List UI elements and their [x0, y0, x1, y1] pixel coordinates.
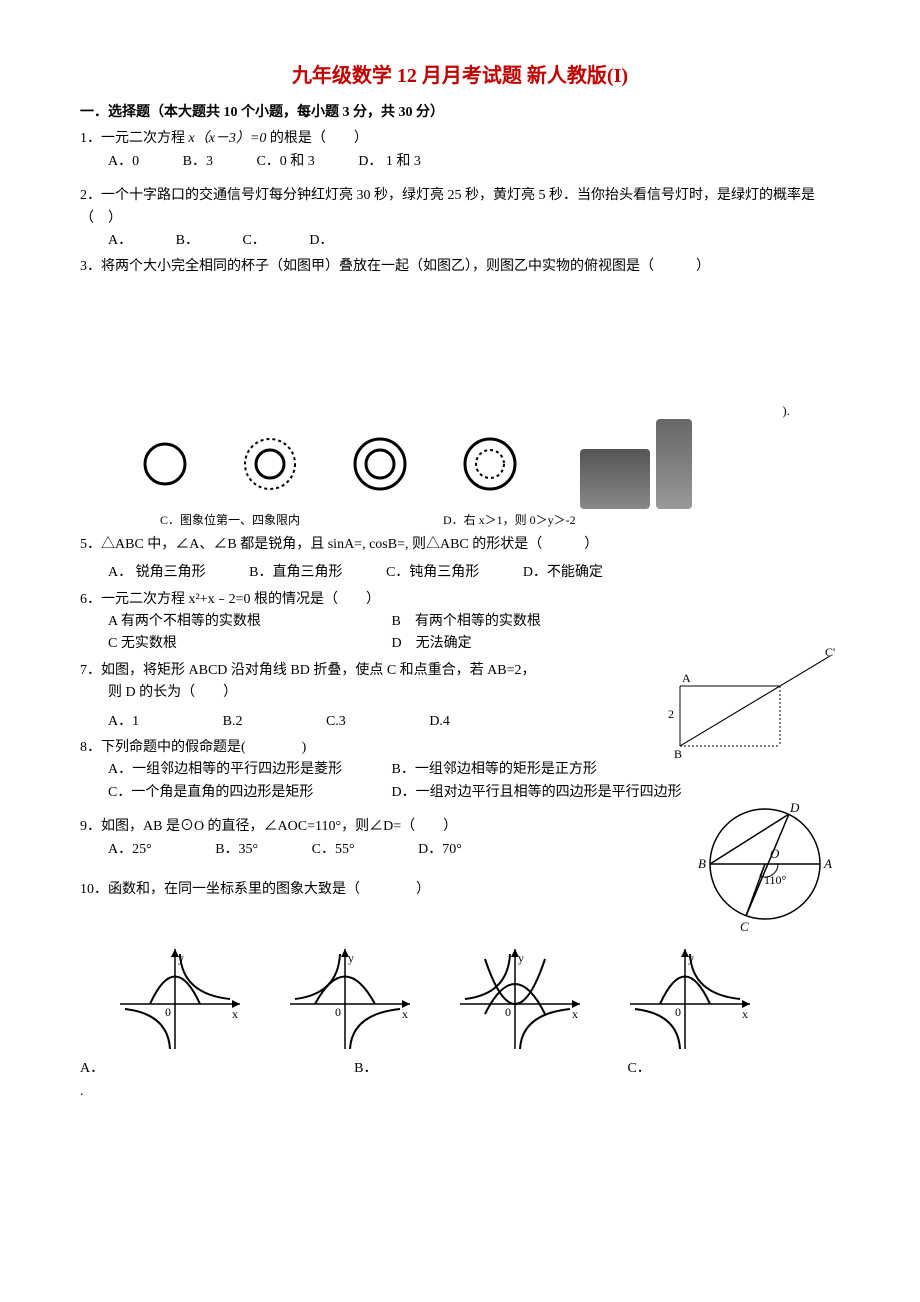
cup-photo-yi [656, 419, 692, 509]
graph-c: y x 0 [450, 944, 590, 1054]
q2-options: A． B． C． D． [80, 230, 840, 252]
q8-opt-a: A．一组邻边相等的平行四边形是菱形 [108, 759, 388, 781]
circle-option-a [140, 439, 190, 489]
circle-option-d [460, 434, 520, 494]
q1-tail: 的根是（ ） [266, 131, 368, 146]
cup-photo-jia [580, 449, 650, 509]
q1-options: A．0 B．3 C．0 和 3 D． 1 和 3 [80, 151, 840, 173]
q10-label-c: C． [627, 1058, 650, 1080]
q9-opt-b: B．35° [215, 839, 258, 861]
q5-opt-c: C．钝角三角形 [386, 562, 479, 584]
question-3: 3．将两个大小完全相同的杯子（如图甲）叠放在一起（如图乙），则图乙中实物的俯视图… [80, 256, 840, 278]
question-2: 2．一个十字路口的交通信号灯每分钟红灯亮 30 秒，绿灯亮 25 秒，黄灯亮 5… [80, 185, 840, 230]
q8-opt-c: C．一个角是直角的四边形是矩形 [108, 782, 388, 804]
circle-option-c [350, 434, 410, 494]
graph-a-y: y [178, 951, 184, 965]
graph-b-y: y [348, 951, 354, 965]
graph-c-y: y [518, 951, 524, 965]
graph-a: y x 0 [110, 944, 250, 1054]
q3-paren: ). [782, 401, 790, 422]
q7-label-a: A [682, 671, 691, 685]
q5-opt-a: A． 锐角三角形 [108, 562, 206, 584]
question-5: 5．△ABC 中，∠A、∠B 都是锐角，且 sinA=, cosB=, 则△AB… [80, 534, 840, 556]
q5-options: A． 锐角三角形 B．直角三角形 C．钝角三角形 D．不能确定 [80, 562, 840, 584]
graph-d-y: y [688, 951, 694, 965]
q9-opt-c: C．55° [312, 839, 355, 861]
q3-note-line: C．图象位第一、四象限内 D．右 x＞1，则 0＞y＞-2 [160, 511, 840, 530]
q2-opt-c: C． [242, 230, 265, 252]
q6-opt-d: D 无法确定 [392, 636, 472, 651]
q3-note-d: D．右 x＞1，则 0＞y＞-2 [443, 513, 576, 527]
q7-opt-c: C.3 [326, 711, 346, 733]
graph-b-0: 0 [335, 1005, 341, 1019]
q10-labels: A． B． C． [80, 1058, 840, 1080]
q1-opt-a: A．0 [108, 151, 139, 173]
q5-opt-d: D．不能确定 [523, 562, 603, 584]
q3-figures-row: ). [140, 419, 840, 509]
circle-option-b [240, 434, 300, 494]
exam-title: 九年级数学 12 月月考试题 新人教版(I) [80, 60, 840, 92]
graph-a-x: x [232, 1007, 238, 1021]
graph-c-0: 0 [505, 1005, 511, 1019]
graph-c-x: x [572, 1007, 578, 1021]
q3-note-c: C．图象位第一、四象限内 [160, 511, 440, 530]
q9-label-angle: 110° [764, 873, 787, 887]
graph-a-0: 0 [165, 1005, 171, 1019]
graph-d-x: x [742, 1007, 748, 1021]
cup-photos [580, 419, 692, 509]
q1-expr: x（x－3）=0 [189, 131, 267, 146]
q7-opt-b: B.2 [223, 711, 243, 733]
q9-label-o: O [770, 846, 780, 861]
q9-label-b: B [698, 856, 706, 871]
q8-opt-d: D．一组对边平行且相等的四边形是平行四边形 [392, 785, 682, 800]
q7-opt-a: A．1 [108, 711, 139, 733]
q5-opt-b: B．直角三角形 [249, 562, 342, 584]
q9-opt-d: D．70° [418, 839, 462, 861]
q7-label-b: B [674, 747, 682, 761]
section-1-header: 一．选择题（本大题共 10 个小题，每小题 3 分，共 30 分） [80, 102, 840, 124]
trailing-dot: . [80, 1081, 840, 1103]
q1-stem: 1．一元二次方程 [80, 131, 189, 146]
q1-opt-c: C．0 和 3 [256, 151, 314, 173]
q7-label-cp: C' [825, 646, 835, 659]
q1-opt-b: B．3 [183, 151, 213, 173]
q9-label-c: C [740, 919, 749, 934]
q10-label-b: B． [354, 1058, 377, 1080]
q9-figure: A B C D O 110° [690, 794, 840, 934]
q10-graphs: y x 0 y x 0 y x 0 y x 0 [110, 944, 840, 1054]
q6-opt-b: B 有两个相等的实数根 [392, 614, 541, 629]
q8-opt-b: B．一组邻边相等的矩形是正方形 [392, 762, 597, 777]
q7-opt-d: D.4 [429, 711, 450, 733]
q10-label-a: A． [80, 1058, 104, 1080]
graph-d-0: 0 [675, 1005, 681, 1019]
question-1: 1．一元二次方程 x（x－3）=0 的根是（ ） [80, 128, 840, 150]
question-6: 6．一元二次方程 x²+x﹣2=0 根的情况是（ ） [80, 589, 840, 611]
graph-b: y x 0 [280, 944, 420, 1054]
q2-opt-b: B． [176, 230, 199, 252]
graph-d: y x 0 [620, 944, 760, 1054]
q1-opt-d: D． 1 和 3 [358, 151, 421, 173]
q9-opt-a: A．25° [108, 839, 152, 861]
circle-options [140, 434, 520, 494]
q2-opt-d: D． [309, 230, 333, 252]
q6-opt-c: C 无实数根 [108, 633, 388, 655]
q7-label-2: 2 [668, 707, 674, 721]
q9-label-a: A [823, 856, 832, 871]
graph-b-x: x [402, 1007, 408, 1021]
q6-opt-a: A 有两个不相等的实数根 [108, 611, 388, 633]
q2-opt-a: A． [108, 230, 132, 252]
q9-label-d: D [789, 800, 800, 815]
q7-figure: A B C' 2 [660, 646, 840, 766]
